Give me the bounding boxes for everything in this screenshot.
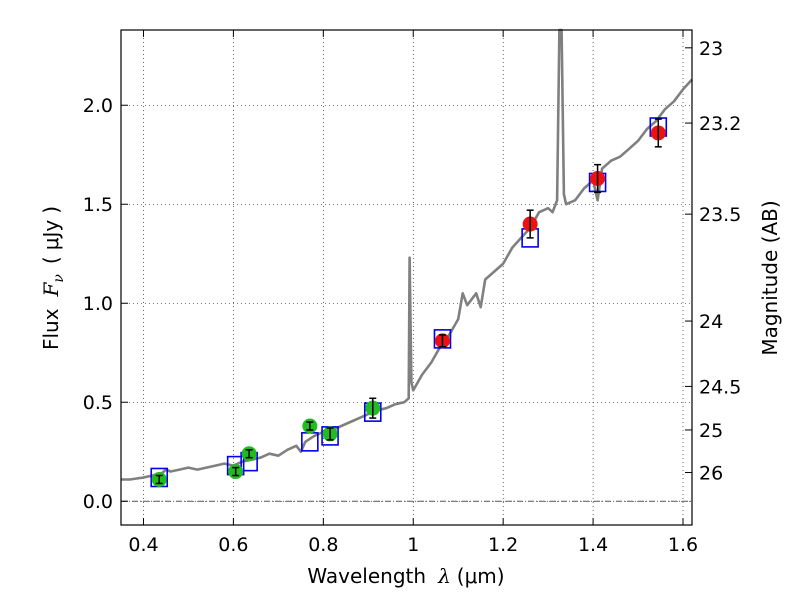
y-tick-label: 1.0 xyxy=(83,293,113,315)
y-tick-label: 0.0 xyxy=(83,491,113,513)
x-tick-label: 1.4 xyxy=(578,534,608,556)
x-axis-title-close: ) xyxy=(497,564,505,588)
grid xyxy=(121,30,692,525)
x-axis-title-prefix: Wavelength xyxy=(307,564,426,588)
y-axis-title: Flux Fν ( μJy) xyxy=(39,206,67,350)
x-tick-label: 1.2 xyxy=(488,534,518,556)
series-layer xyxy=(121,28,693,488)
right-tick-label: 26 xyxy=(699,463,723,485)
y-axis-title-subscript: ν xyxy=(51,274,67,283)
y-axis-title-open: ( xyxy=(39,256,63,264)
x-tick-label: 0.8 xyxy=(308,534,338,556)
y-axis-title-prefix: Flux xyxy=(39,308,63,350)
x-tick-label: 0.4 xyxy=(128,534,158,556)
right-axis-title: Magnitude (AB) xyxy=(758,200,782,355)
model-spectrum-line xyxy=(121,28,693,481)
right-tick-label: 25 xyxy=(699,420,723,442)
right-tick-label: 24.5 xyxy=(699,376,741,398)
x-axis-title-symbol: λ xyxy=(437,564,451,588)
right-tick-label: 24 xyxy=(699,311,723,333)
x-axis-title-open: ( xyxy=(457,564,465,588)
y-tick-label: 2.0 xyxy=(83,95,113,117)
x-tick-label: 1.6 xyxy=(668,534,698,556)
y-axis-title-unit: μJy xyxy=(39,220,63,251)
right-tick-label: 23 xyxy=(699,38,723,60)
plot-frame xyxy=(120,29,693,526)
x-tick-label: 1 xyxy=(407,534,419,556)
x-axis-title-unit: μm xyxy=(465,564,497,588)
plot-background xyxy=(121,30,692,525)
y-axis-title-close: ) xyxy=(39,206,63,214)
y-axis-title-symbol: F xyxy=(39,281,63,297)
y-tick-label: 0.5 xyxy=(83,392,113,414)
ticks-layer: 0.4 0.6 0.8 1 1.2 1.4 1.6 0.0 0.5 1.0 1.5 2.0 23 23.2… xyxy=(83,30,741,556)
x-tick-label: 0.6 xyxy=(218,534,248,556)
x-axis-title: Wavelength λ (μm) xyxy=(307,564,504,588)
right-tick-label: 23.2 xyxy=(699,113,741,135)
right-tick-label: 23.5 xyxy=(699,204,741,226)
y-tick-label: 1.5 xyxy=(83,194,113,216)
